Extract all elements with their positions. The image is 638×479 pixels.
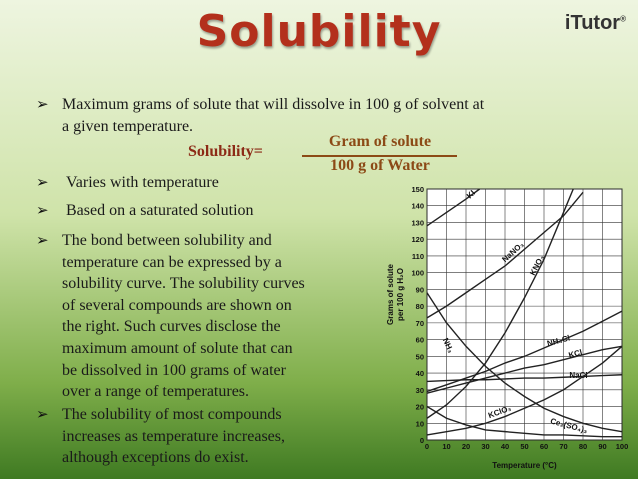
x-tick-label: 40 xyxy=(501,442,509,451)
x-tick-label: 20 xyxy=(462,442,470,451)
y-tick-label: 140 xyxy=(411,202,424,211)
y-tick-label: 100 xyxy=(411,269,424,278)
y-tick-label: 10 xyxy=(416,419,424,428)
bullet-text: over a range of temperatures. xyxy=(62,383,250,401)
fraction-bar xyxy=(302,155,457,157)
y-tick-label: 90 xyxy=(416,285,424,294)
solubility-curve xyxy=(426,374,623,383)
y-tick-label: 130 xyxy=(411,218,424,227)
slide-title: Solubility xyxy=(196,6,442,57)
solubility-curve xyxy=(426,405,622,438)
logo: iTutor® xyxy=(565,12,626,35)
y-tick-label: 110 xyxy=(412,252,424,261)
formula-denominator: 100 g of Water xyxy=(330,157,430,174)
curve-label: NaCl xyxy=(569,371,587,380)
logo-mark: ® xyxy=(620,14,626,24)
bullet-text: Maximum grams of solute that will dissol… xyxy=(62,96,485,113)
bullet-text: maximum amount of solute that can xyxy=(62,340,293,357)
bullet-arrow: ➢ xyxy=(36,407,49,423)
bullet-text: a given temperature. xyxy=(62,117,194,135)
bullet-text: Based on a saturated solution xyxy=(66,202,254,219)
x-tick-label: 80 xyxy=(579,442,587,451)
solubility-curve xyxy=(426,191,584,319)
bullet-text: Varies with temperature xyxy=(66,174,219,191)
bullet-text: although exceptions do exist. xyxy=(62,449,249,467)
y-tick-label: 70 xyxy=(416,319,424,328)
solubility-curve xyxy=(426,345,623,394)
x-axis-label: Temperature (°C) xyxy=(492,461,557,470)
bullet-text: solubility curve. The solubility curves xyxy=(62,275,305,293)
bullet-arrow: ➢ xyxy=(36,203,49,219)
y-tick-label: 120 xyxy=(411,235,424,244)
x-tick-label: 60 xyxy=(540,442,548,451)
bullet-text: The solubility of most compounds xyxy=(62,406,282,423)
bullet-text: the right. Such curves disclose the xyxy=(62,318,281,336)
y-tick-label: 50 xyxy=(416,352,424,361)
y-axis-label: per 100 g H₂O xyxy=(396,268,405,321)
solubility-curve xyxy=(426,292,623,433)
y-tick-label: 30 xyxy=(416,386,424,395)
y-tick-label: 80 xyxy=(416,302,424,311)
bullet-arrow: ➢ xyxy=(36,175,49,191)
solubility-curve xyxy=(426,345,623,436)
y-tick-label: 150 xyxy=(411,185,424,194)
bullet-text: of several compounds are shown on xyxy=(62,296,292,314)
y-tick-label: 40 xyxy=(416,369,424,378)
x-tick-label: 30 xyxy=(481,442,489,451)
solubility-curve xyxy=(426,188,574,419)
y-axis-label: Grams of solute xyxy=(386,264,395,325)
logo-text: iTutor xyxy=(564,12,621,34)
x-tick-label: 100 xyxy=(616,442,629,451)
x-tick-label: 70 xyxy=(559,442,567,451)
formula-label: Solubility= xyxy=(188,143,263,160)
bullet-text: The bond between solubility and xyxy=(62,232,272,249)
x-tick-label: 50 xyxy=(520,442,528,451)
bullet-arrow: ➢ xyxy=(36,233,49,249)
bullet-text: increases as temperature increases, xyxy=(62,427,285,445)
y-tick-label: 0 xyxy=(420,436,424,445)
bullet-text: be dissolved in 100 grams of water xyxy=(62,361,286,379)
x-tick-label: 10 xyxy=(442,442,450,451)
formula-numerator: Gram of solute xyxy=(328,133,432,150)
solubility-curve xyxy=(426,188,481,227)
y-tick-label: 60 xyxy=(416,336,424,345)
x-tick-label: 90 xyxy=(598,442,606,451)
curve-label: KCl xyxy=(568,348,584,360)
x-tick-label: 0 xyxy=(425,442,429,451)
bullet-text: temperature can be expressed by a xyxy=(62,253,282,271)
y-tick-label: 20 xyxy=(416,403,424,412)
bullet-arrow: ➢ xyxy=(36,97,49,113)
